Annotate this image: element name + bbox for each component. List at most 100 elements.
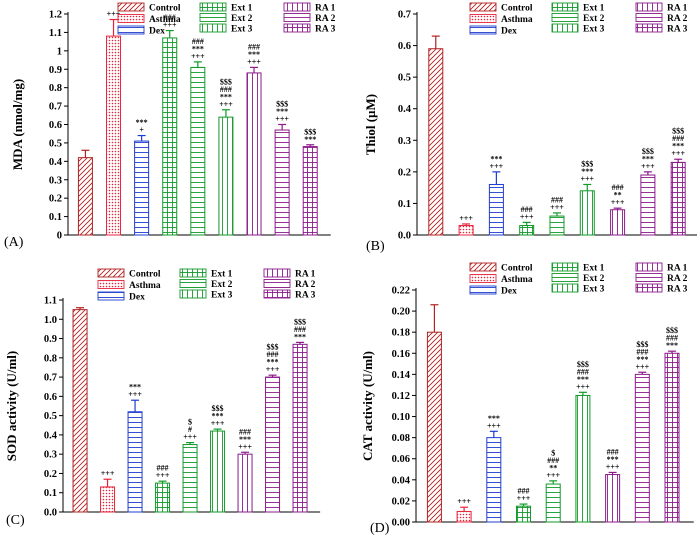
- significance-label: +++: [457, 497, 471, 506]
- bar-asthma: [106, 35, 122, 236]
- bar-ra3: [670, 161, 686, 236]
- significance-label: ***: [248, 50, 260, 59]
- y-tick-label: 0.8: [49, 83, 62, 94]
- bar-ext2: [182, 444, 198, 513]
- legend-label-ra1: RA 1: [315, 4, 336, 14]
- legend-swatch-ext1: [199, 2, 227, 12]
- significance-label: +++: [611, 198, 625, 207]
- significance-label: ###: [666, 334, 678, 343]
- legend-swatch-asthma: [117, 14, 145, 23]
- legend-label-asthma: Asthma: [129, 281, 161, 291]
- legend-label-ext1: Ext 1: [583, 264, 605, 274]
- significance-label: +++: [580, 174, 594, 183]
- bar-control: [428, 48, 444, 236]
- legend-label-ra3: RA 3: [667, 285, 688, 295]
- legend-label-ext2: Ext 2: [583, 14, 605, 24]
- legend-label-ext3: Ext 3: [231, 25, 253, 35]
- significance-label: ###: [239, 427, 251, 436]
- significance-label: +++: [156, 471, 170, 480]
- bar-ra1: [246, 72, 262, 236]
- panel-label: (A): [4, 235, 24, 250]
- y-tick-label: 0.1: [44, 488, 57, 499]
- y-axis-title: SOD activity (U/ml): [4, 351, 19, 461]
- y-tick-label: 0.5: [398, 73, 411, 84]
- legend-swatch-dex: [117, 25, 145, 35]
- significance-label: **: [549, 463, 557, 472]
- significance-label: ***: [607, 455, 619, 464]
- bar-ext2: [545, 483, 561, 523]
- legend-swatch-ra3: [283, 23, 311, 33]
- panel-d-cat: 0.00 0.02 0.04 0.06 0.08 0.10 0.12 0.14 0.16 0.18…: [360, 262, 694, 536]
- legend-label-ext3: Ext 3: [583, 285, 605, 295]
- significance-label: +++: [247, 57, 261, 66]
- significance-label: ***: [666, 341, 678, 350]
- legend-label-control: Control: [501, 264, 533, 274]
- significance-label: ***: [212, 412, 224, 421]
- significance-label: +++: [576, 382, 590, 391]
- significance-label: ###: [672, 134, 684, 143]
- legend-label-ra1: RA 1: [295, 270, 316, 280]
- y-tick-label: 0.3: [49, 175, 62, 186]
- y-tick-label: 0.22: [392, 286, 410, 297]
- y-tick-label: 0.7: [49, 102, 62, 113]
- legend-label-asthma: Asthma: [501, 15, 533, 25]
- y-tick-label: 0.2: [398, 167, 411, 178]
- significance-label: ***: [672, 142, 684, 151]
- bar-ext3: [218, 116, 234, 236]
- legend-label-ra3: RA 3: [667, 25, 688, 35]
- legend-swatch-asthma: [469, 14, 497, 23]
- significance-label: ###: [192, 37, 204, 46]
- y-tick-label: 0.4: [44, 430, 58, 441]
- bar-asthma: [458, 225, 474, 236]
- legend-label-ra2: RA 2: [667, 14, 688, 24]
- significance-label: +++: [163, 21, 177, 30]
- significance-label: $$$: [666, 326, 678, 335]
- bar-control: [72, 309, 88, 513]
- panel-c-sod: 0.0 0.1 0.2 0.3 0.4 0.5 0.6 0.7 0.8 0.9 1.0 1.1 SOD …: [4, 268, 321, 528]
- significance-label: $: [551, 448, 555, 457]
- panel-label: (D): [370, 521, 390, 536]
- significance-label: +++: [191, 52, 205, 61]
- y-tick-label: 0.0: [44, 508, 57, 519]
- y-axis-title: MDA (nmol/mg): [10, 79, 25, 170]
- bar-dex: [488, 183, 504, 236]
- bar-ra3: [292, 343, 308, 513]
- legend-swatch-ra1: [635, 2, 663, 12]
- significance-label: ###: [547, 456, 559, 465]
- legend-label-ra3: RA 3: [315, 25, 336, 35]
- y-tick-label: 1.1: [44, 296, 57, 307]
- bar-ra3: [664, 352, 680, 523]
- legend-label-ra3: RA 3: [295, 291, 316, 301]
- y-tick-label: 0.1: [49, 212, 62, 223]
- significance-label: +++: [517, 494, 531, 503]
- y-axis-title: CAT activity (U/ml): [360, 351, 375, 461]
- legend-swatch-ra3: [635, 23, 663, 33]
- bar-ext3: [210, 430, 226, 513]
- y-tick-label: 0.6: [44, 392, 57, 403]
- significance-label: +++: [490, 162, 504, 171]
- legend-swatch-ext3: [179, 289, 207, 299]
- significance-label: +++: [546, 471, 560, 480]
- legend-swatch-asthma: [469, 274, 497, 283]
- significance-label: ***: [490, 154, 502, 163]
- legend-label-ra2: RA 2: [295, 280, 316, 290]
- y-tick-label: 0.10: [392, 412, 410, 423]
- y-tick-label: 0.3: [44, 450, 57, 461]
- y-tick-label: 0.9: [49, 65, 62, 76]
- bar-ext1: [162, 37, 178, 236]
- legend-swatch-dex: [97, 291, 125, 301]
- legend-swatch-ra2: [283, 13, 311, 22]
- significance-label: ###: [607, 447, 619, 456]
- y-tick-label: 0.16: [392, 349, 410, 360]
- bar-dex: [134, 140, 150, 236]
- y-tick-label: 0.3: [398, 136, 411, 147]
- legend-label-ra1: RA 1: [667, 4, 688, 14]
- bar-ext3: [575, 394, 591, 523]
- bar-ra2: [265, 376, 281, 513]
- significance-label: +++: [459, 214, 473, 223]
- significance-label: ###: [220, 85, 232, 94]
- significance-label: ***: [577, 375, 589, 384]
- legend-swatch-ra3: [635, 283, 663, 293]
